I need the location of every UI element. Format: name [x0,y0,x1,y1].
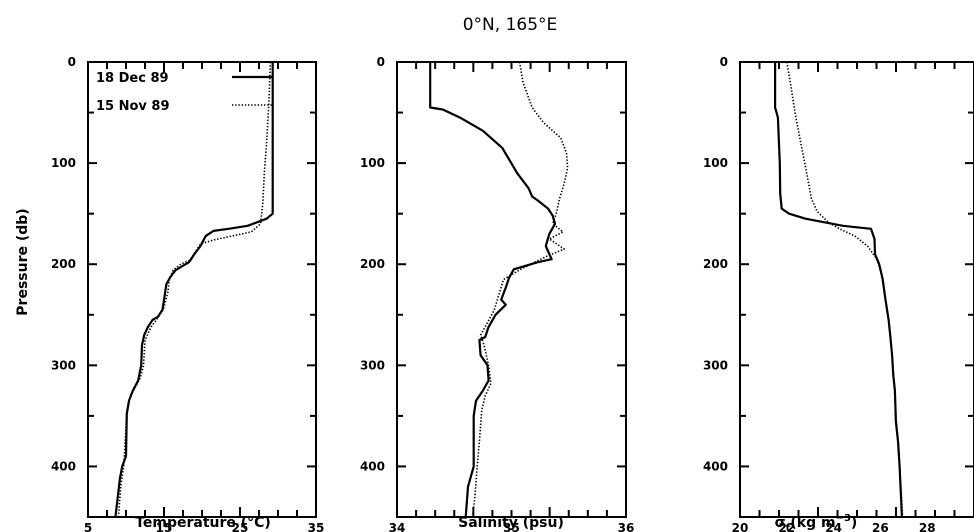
y-tick-label-salinity: 0 [377,55,385,69]
x-tick-label-salinity: 34 [389,521,406,532]
legend-label-dec: 18 Dec 89 [96,71,169,86]
x-tick-label-density: 26 [872,521,889,532]
y-tick-label-temperature: 200 [51,257,76,271]
series-line-salinity-dec [429,62,557,518]
legend: 18 Dec 89 15 Nov 89 [96,71,272,114]
series-line-density-nov [786,61,904,518]
x-axis-label-salinity: Salinity (psu) [458,515,564,531]
y-tick-label-density: 400 [703,459,728,473]
y-tick-label-temperature: 0 [68,55,76,69]
y-axis-label: Pressure (db) [15,208,31,315]
y-tick-label-salinity: 100 [360,156,385,170]
x-axis-label-density-exponent: −3 [836,513,851,524]
x-tick-label-salinity: 35 [503,521,520,532]
y-tick-label-salinity: 400 [360,459,385,473]
plot-frame-temperature [87,61,317,518]
x-tick-label-density: 20 [732,521,749,532]
x-tick-label-density: 28 [919,521,936,532]
y-tick-label-salinity: 300 [360,358,385,372]
y-tick-label-density: 100 [703,156,728,170]
x-axis-label-density-subscript: t [786,523,791,532]
x-tick-label-temperature: 25 [232,521,249,532]
figure-title: 0°N, 165°E [463,15,558,35]
y-tick-label-temperature: 400 [51,459,76,473]
plot-frame-density [739,61,974,518]
y-tick-label-temperature: 300 [51,358,76,372]
y-tick-label-density: 200 [703,257,728,271]
series-line-temperature-nov [117,61,272,518]
legend-label-nov: 15 Nov 89 [96,99,170,114]
series-line-salinity-nov [471,61,569,518]
y-tick-label-temperature: 100 [51,156,76,170]
y-tick-label-density: 0 [720,55,728,69]
x-tick-label-temperature: 5 [84,521,92,532]
x-axis-label-temperature: Temperature (°C) [135,515,271,531]
series-line-density-dec [773,62,903,518]
x-tick-label-temperature: 15 [156,521,173,532]
plot-frame-salinity [396,61,627,518]
series-line-temperature-dec [114,62,274,518]
x-tick-label-salinity: 36 [618,521,635,532]
x-tick-label-density: 22 [778,521,795,532]
x-tick-label-density: 24 [825,521,842,532]
y-tick-label-salinity: 200 [360,257,385,271]
y-tick-label-density: 300 [703,358,728,372]
panel-temperature: Temperature (°C) 0 100 200 300 400 5 15 25 35 [51,55,324,532]
x-tick-label-temperature: 35 [308,521,325,532]
panel-salinity: Salinity (psu) 0 100 200 300 400 34 35 36 [360,55,634,532]
